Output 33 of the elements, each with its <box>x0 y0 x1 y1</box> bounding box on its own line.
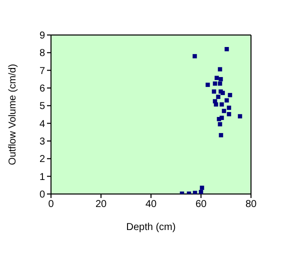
point <box>226 112 232 116</box>
y-axis-title: Outflow Volume (cm/d) <box>8 64 19 166</box>
x-tick-label: 0 <box>48 199 54 210</box>
y-tick-label: 8 <box>39 48 46 60</box>
point <box>220 102 224 107</box>
y-tick-label: 5 <box>39 101 46 112</box>
point <box>218 122 222 126</box>
x-axis-title: Depth (cm) <box>126 222 176 233</box>
point <box>218 133 224 138</box>
y-tick-label: 9 <box>39 30 46 42</box>
point <box>192 54 197 58</box>
point <box>198 190 204 194</box>
point <box>216 94 220 99</box>
y-tick-label: 1 <box>39 172 46 183</box>
x-tick-label: 40 <box>145 199 157 210</box>
point <box>226 106 232 110</box>
y-tick-label: 2 <box>39 154 46 166</box>
point <box>200 186 204 190</box>
y-tick-label: 0 <box>39 190 46 201</box>
point <box>224 47 229 52</box>
x-tick-label: 20 <box>95 199 107 210</box>
point <box>214 76 219 80</box>
y-tick-label: 7 <box>39 66 46 77</box>
point <box>238 114 242 118</box>
point <box>218 67 222 72</box>
point <box>218 77 223 82</box>
y-tick-label: 3 <box>39 136 46 148</box>
x-tick-label: 80 <box>245 199 257 210</box>
y-tick-label: 4 <box>39 118 46 130</box>
point <box>224 98 229 102</box>
point <box>206 82 210 87</box>
x-tick-label: 60 <box>195 199 207 210</box>
y-tick-label: 6 <box>39 84 46 95</box>
